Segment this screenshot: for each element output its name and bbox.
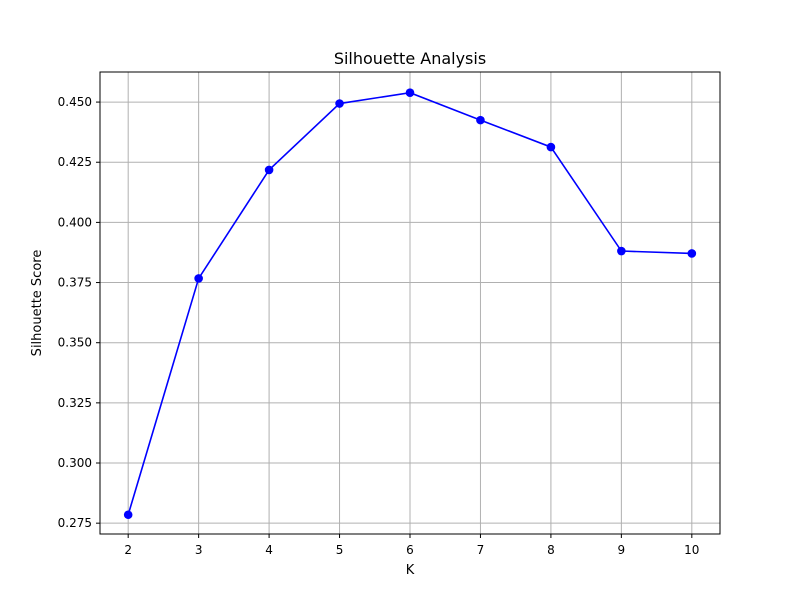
data-point xyxy=(194,274,203,283)
grid xyxy=(100,72,720,534)
x-tick-label: 3 xyxy=(195,543,203,557)
data-point xyxy=(546,142,556,152)
x-tick-label: 4 xyxy=(265,543,273,557)
x-tick-label: 9 xyxy=(618,543,626,557)
x-tick-label: 2 xyxy=(124,543,132,557)
x-tick-label: 8 xyxy=(547,543,555,557)
y-axis-label: Silhouette Score xyxy=(30,250,45,357)
y-tick-label: 0.350 xyxy=(58,336,92,350)
data-point xyxy=(405,88,415,97)
y-tick-label: 0.275 xyxy=(58,516,92,530)
x-tick-label: 5 xyxy=(336,543,344,557)
series xyxy=(123,88,697,520)
data-point xyxy=(123,510,133,520)
y-tick-label: 0.375 xyxy=(58,276,92,290)
y-tick-label: 0.450 xyxy=(58,95,92,109)
x-axis-label: K xyxy=(406,563,415,578)
x-tick-label: 10 xyxy=(684,543,699,557)
x-tick-label: 6 xyxy=(406,543,414,557)
y-tick-label: 0.400 xyxy=(58,215,92,229)
data-point xyxy=(687,249,697,258)
data-point xyxy=(264,165,274,175)
y-tick-label: 0.325 xyxy=(58,396,92,410)
data-point xyxy=(617,246,626,256)
ticks: 2 3 4 5 6 7 8 9 10 0.275 0.300 0.325 0.350 0.375 0.400… xyxy=(58,95,700,557)
data-point xyxy=(476,115,485,125)
y-tick-label: 0.300 xyxy=(58,456,92,470)
x-tick-label: 7 xyxy=(477,543,485,557)
chart-title: Silhouette Analysis xyxy=(334,49,486,68)
y-tick-label: 0.425 xyxy=(58,155,92,169)
data-point xyxy=(335,99,344,108)
